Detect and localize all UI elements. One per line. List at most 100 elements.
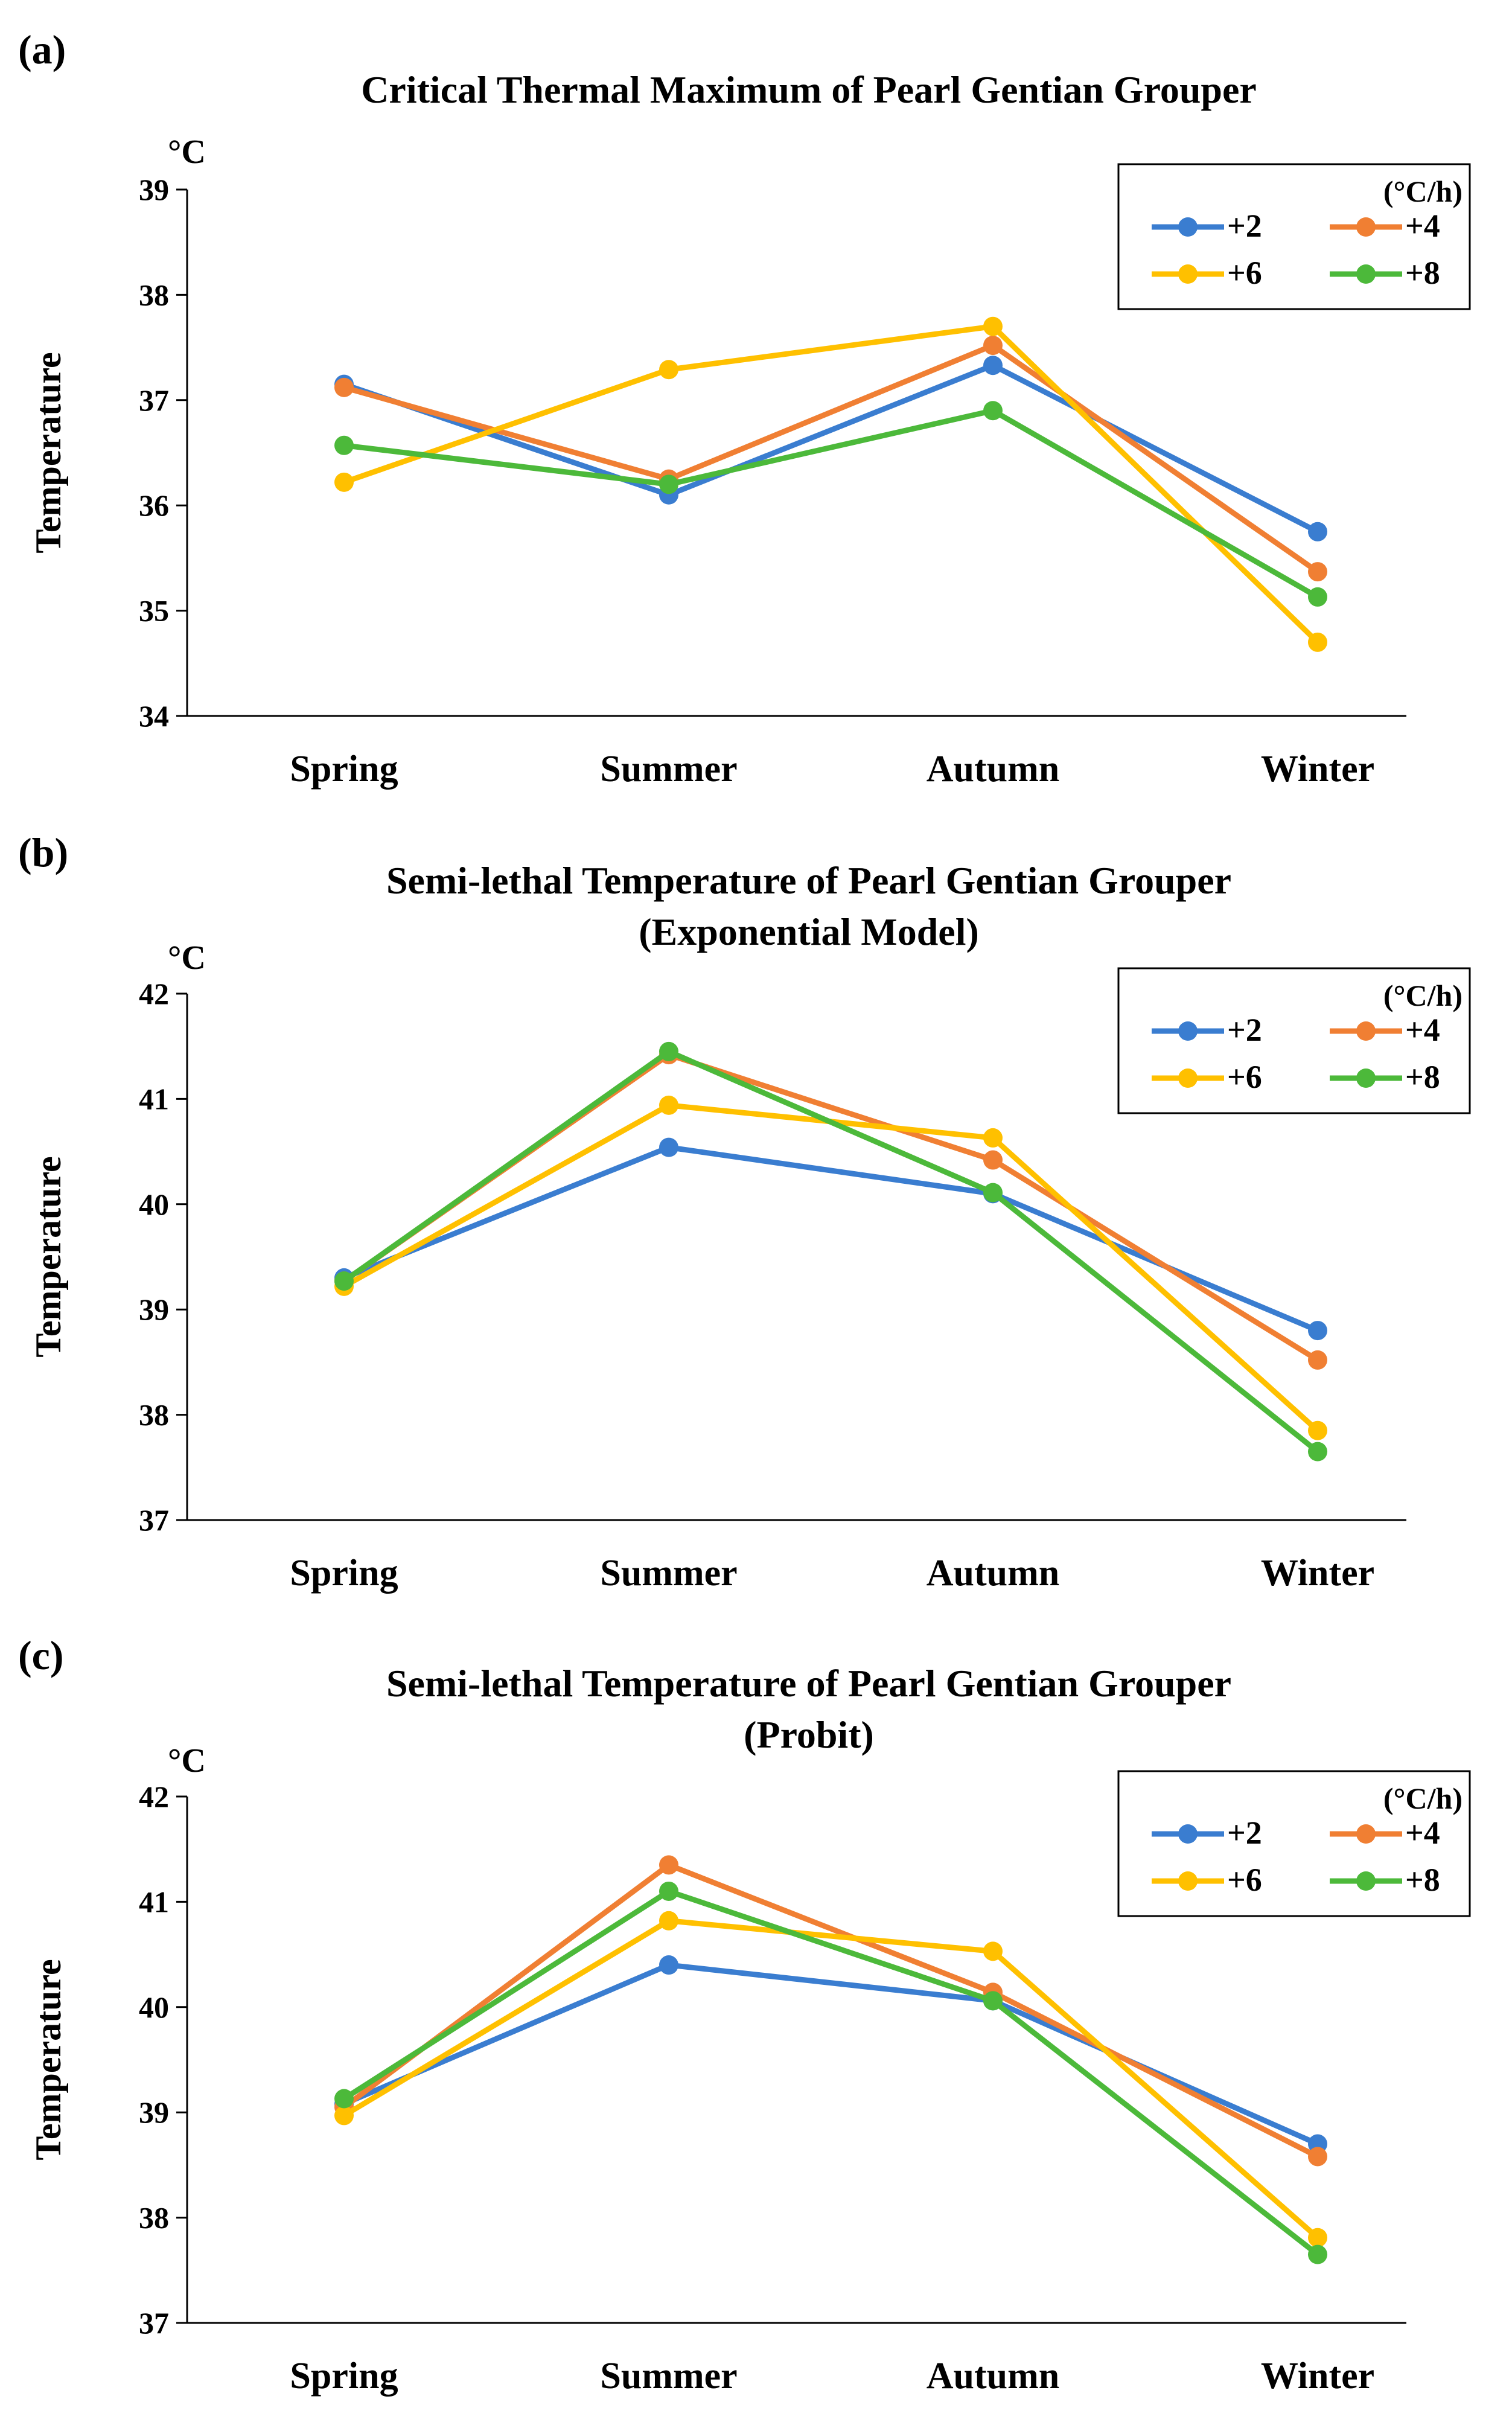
x-tick-label: Summer: [600, 1553, 737, 1594]
x-tick-label: Winter: [1261, 2356, 1374, 2397]
x-tick-label: Spring: [290, 749, 398, 790]
data-point-plus8: [334, 435, 354, 455]
legend-swatch-marker: [1356, 217, 1376, 237]
y-tick-label: 37: [139, 2306, 169, 2340]
chart-title-line: (Exponential Model): [639, 910, 979, 953]
x-tick-label: Autumn: [927, 2356, 1060, 2397]
data-point-plus6: [659, 360, 678, 380]
series-line-plus6: [342, 1918, 1319, 2240]
data-point-plus6: [659, 1095, 678, 1115]
data-point-plus8: [659, 1041, 678, 1061]
data-point-plus8: [1308, 2244, 1327, 2264]
y-tick-label: 38: [139, 278, 169, 311]
data-point-plus6: [659, 1911, 678, 1931]
y-tick-label: 38: [139, 2201, 169, 2235]
y-tick-label: 36: [139, 488, 169, 522]
y-tick-label: 39: [139, 1292, 169, 1326]
legend-swatch-marker: [1178, 217, 1198, 237]
panel-label: (c): [18, 1632, 63, 1678]
data-point-plus2: [1308, 522, 1327, 541]
chart-panel-c: (c) Semi-lethal Temperature of Pearl Gent…: [18, 1632, 1471, 2397]
legend-entry-label: +8: [1405, 255, 1440, 291]
data-point-plus2: [659, 1955, 678, 1975]
y-tick-label: 37: [139, 1503, 169, 1537]
y-tick-label: 41: [139, 1885, 169, 1918]
legend-swatch-marker: [1178, 1021, 1198, 1041]
series-line-plus2: [343, 1962, 1319, 2147]
legend-entry-label: +6: [1227, 1862, 1262, 1898]
x-tick-label: Spring: [290, 2356, 398, 2397]
legend-unit-label: (°C/h): [1383, 1781, 1463, 1815]
data-point-plus4: [1308, 562, 1327, 582]
x-tick-label: Winter: [1261, 749, 1374, 790]
y-tick-label: 34: [139, 699, 169, 733]
data-point-plus6: [334, 472, 354, 492]
data-point-plus4: [1308, 1350, 1327, 1370]
chart-panel-b: (b) Semi-lethal Temperature of Pearl Gent…: [18, 829, 1471, 1594]
legend-entry-label: +4: [1405, 208, 1440, 244]
legend-entry-label: +2: [1227, 1815, 1262, 1851]
legend-swatch-marker: [1356, 1871, 1376, 1891]
legend: (°C/h) +2 +4 +6 +8: [1117, 163, 1471, 310]
data-point-plus4: [983, 336, 1003, 356]
y-axis-label: Temperature: [28, 1959, 68, 2160]
data-point-plus4: [1308, 2147, 1327, 2167]
x-tick-label: Autumn: [927, 749, 1060, 790]
x-tick-label: Winter: [1261, 1553, 1374, 1594]
panel-label: (b): [18, 829, 68, 875]
legend-entry-label: +4: [1405, 1815, 1440, 1851]
data-point-plus6: [1308, 1420, 1327, 1440]
y-unit-label: °C: [168, 1742, 206, 1780]
chart-title-line: (Probit): [744, 1713, 874, 1756]
series-line-plus8: [342, 1049, 1319, 1454]
legend-swatch-marker: [1178, 1871, 1198, 1891]
data-point-plus6: [1308, 2228, 1327, 2247]
data-point-plus8: [1308, 1442, 1327, 1461]
data-point-plus2: [983, 356, 1003, 375]
chart-title-line: Semi-lethal Temperature of Pearl Gentian…: [386, 859, 1231, 902]
data-point-plus6: [983, 316, 1003, 336]
data-point-plus8: [659, 474, 678, 494]
y-tick-label: 41: [139, 1082, 169, 1116]
legend: (°C/h) +2 +4 +6 +8: [1117, 1770, 1471, 1917]
data-point-plus6: [1308, 632, 1327, 652]
legend-box: [1117, 967, 1471, 1114]
panel-label: (a): [18, 27, 66, 72]
legend-entry-label: +2: [1227, 208, 1262, 244]
legend-entry-label: +8: [1405, 1862, 1440, 1898]
y-tick-label: 39: [139, 173, 169, 206]
y-axis-label: Temperature: [28, 352, 68, 553]
y-tick-label: 40: [139, 1187, 169, 1221]
y-tick-label: 39: [139, 2095, 169, 2129]
x-tick-label: Summer: [600, 749, 737, 790]
y-tick-label: 37: [139, 383, 169, 417]
legend-swatch-marker: [1178, 264, 1198, 284]
chart-title-line: Critical Thermal Maximum of Pearl Gentia…: [361, 68, 1257, 111]
data-point-plus2: [659, 1137, 678, 1157]
data-point-plus8: [659, 1881, 678, 1901]
legend-entry-label: +8: [1405, 1059, 1440, 1095]
data-point-plus6: [983, 1941, 1003, 1961]
y-tick-label: 42: [139, 1780, 169, 1813]
data-point-plus8: [983, 401, 1003, 421]
data-point-plus6: [334, 2106, 354, 2126]
data-point-plus2: [1308, 1321, 1327, 1341]
data-point-plus8: [983, 1183, 1003, 1203]
y-unit-label: °C: [168, 133, 206, 171]
legend-entry-label: +2: [1227, 1012, 1262, 1048]
legend-swatch-marker: [1356, 1824, 1376, 1844]
legend-swatch-marker: [1356, 1068, 1376, 1088]
chart-title-line: Semi-lethal Temperature of Pearl Gentian…: [386, 1662, 1231, 1705]
series-line-plus4: [343, 342, 1319, 574]
series-line-plus6: [343, 324, 1320, 645]
legend-swatch-marker: [1178, 1068, 1198, 1088]
legend: (°C/h) +2 +4 +6 +8: [1117, 967, 1471, 1114]
data-point-plus8: [1308, 587, 1327, 607]
chart-panel-a: (a) Critical Thermal Maximum of Pearl Gen…: [18, 27, 1471, 790]
legend-box: [1117, 163, 1471, 310]
x-tick-label: Summer: [600, 2356, 737, 2397]
legend-box: [1117, 1770, 1471, 1917]
y-unit-label: °C: [168, 939, 206, 977]
x-tick-label: Autumn: [927, 1553, 1060, 1594]
x-tick-label: Spring: [290, 1553, 398, 1594]
